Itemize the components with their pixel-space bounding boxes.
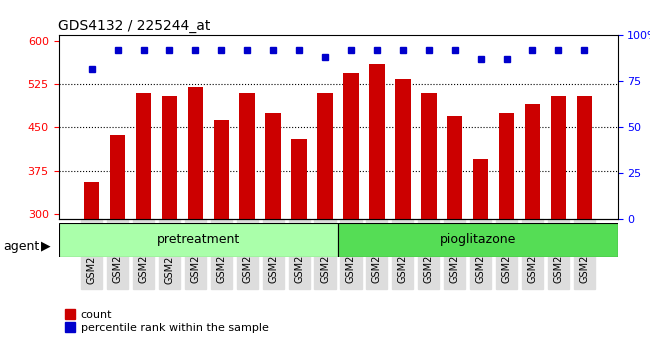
Text: GDS4132 / 225244_at: GDS4132 / 225244_at bbox=[58, 19, 211, 33]
Text: pretreatment: pretreatment bbox=[157, 233, 240, 246]
Bar bbox=[317, 93, 333, 219]
Bar bbox=[188, 87, 203, 219]
Bar bbox=[525, 104, 540, 219]
Legend: count, percentile rank within the sample: count, percentile rank within the sample bbox=[64, 310, 268, 333]
Bar bbox=[369, 64, 385, 219]
Bar bbox=[421, 93, 437, 219]
Bar bbox=[239, 93, 255, 219]
Bar bbox=[447, 116, 462, 219]
Bar bbox=[214, 120, 229, 219]
Bar bbox=[162, 96, 177, 219]
Bar bbox=[110, 135, 125, 219]
Bar bbox=[343, 73, 359, 219]
Bar bbox=[291, 139, 307, 219]
Bar bbox=[84, 182, 99, 219]
Bar bbox=[577, 96, 592, 219]
FancyBboxPatch shape bbox=[338, 223, 618, 257]
Bar bbox=[136, 93, 151, 219]
Bar bbox=[551, 96, 566, 219]
Bar bbox=[265, 113, 281, 219]
FancyBboxPatch shape bbox=[58, 223, 338, 257]
Text: ▶: ▶ bbox=[41, 240, 51, 252]
Bar bbox=[473, 159, 488, 219]
Bar bbox=[499, 113, 514, 219]
Text: agent: agent bbox=[3, 240, 40, 252]
Text: pioglitazone: pioglitazone bbox=[439, 233, 516, 246]
Bar bbox=[395, 79, 411, 219]
